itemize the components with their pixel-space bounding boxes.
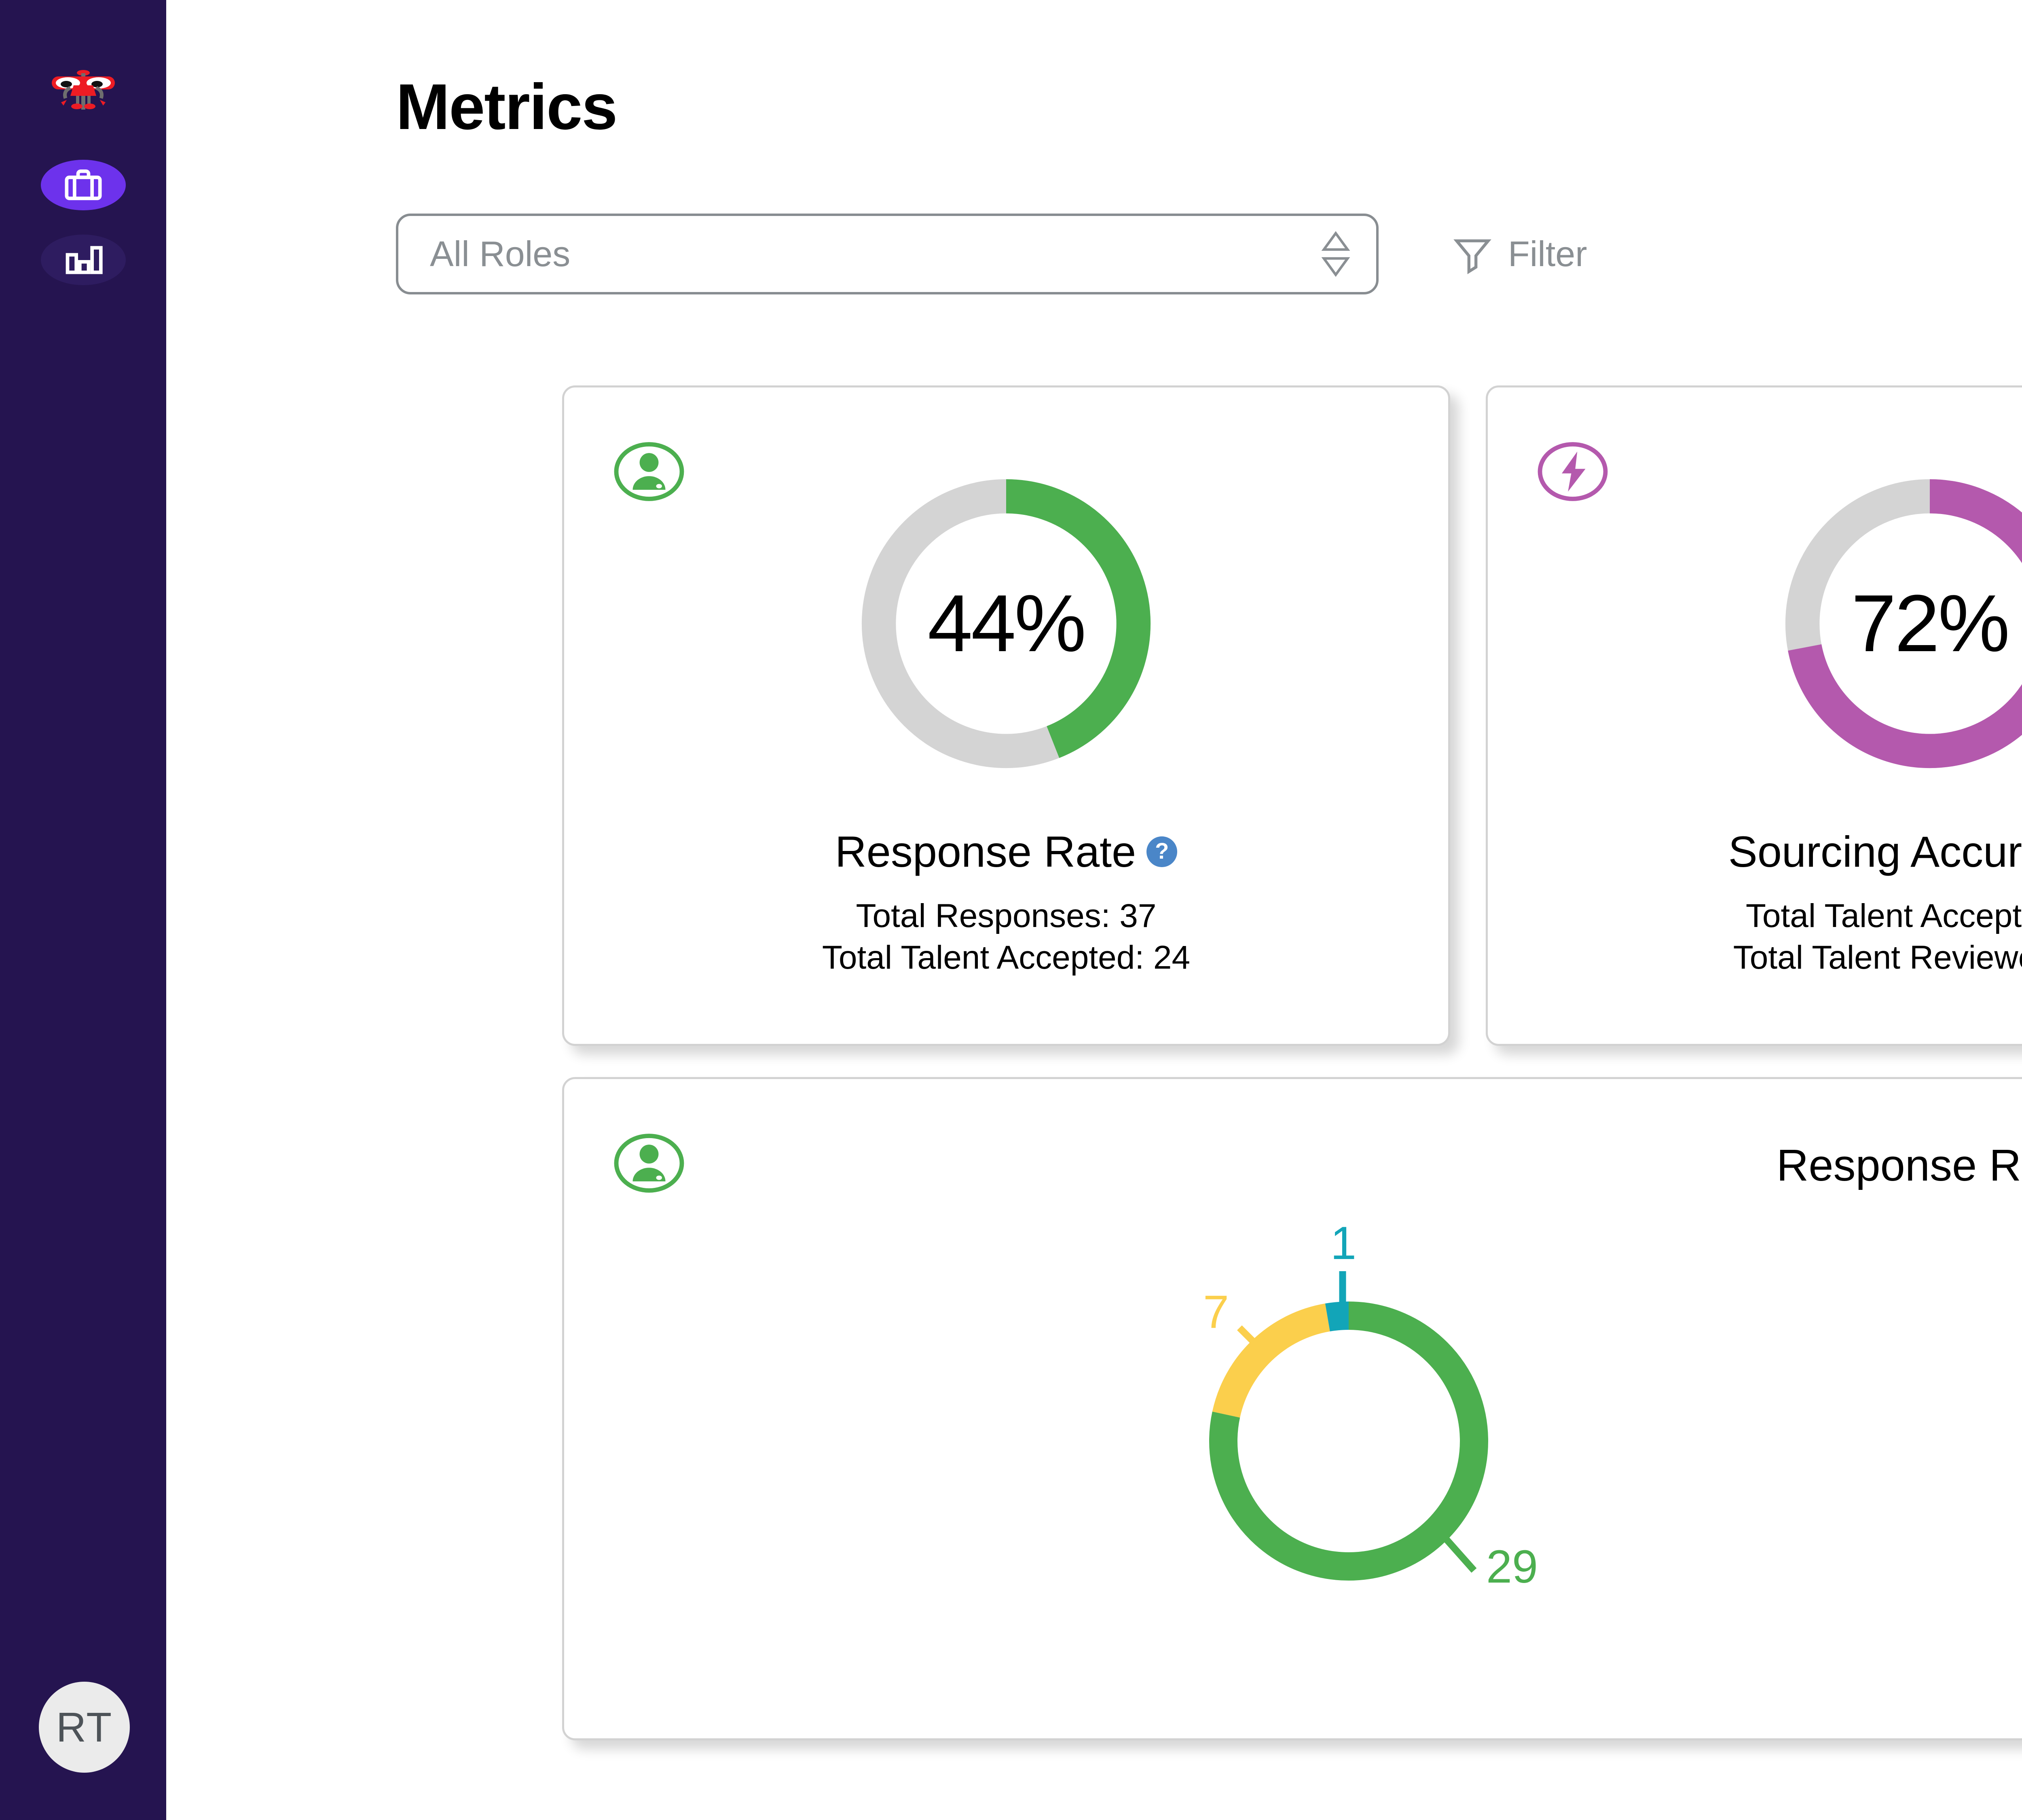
sub-line: Total Responses: 37 [856,897,1157,934]
response-rate-subtext: Total Responses: 37 Total Talent Accepte… [564,895,1448,979]
help-icon[interactable]: ? [1146,836,1178,867]
sidebar: RT [0,0,166,1820]
sourcing-accuracy-subtext: Total Talent Accepted: 24 Total Talent R… [1488,895,2022,979]
card-sourcing-accuracy: 72% Sourcing Accuracy ? Total Talent Acc… [1486,385,2022,1046]
response-rate-pie-chart: 29 7 1 [1066,1182,1632,1627]
card-response-rate-breakdown: Response Rate 29 7 1 Co [562,1077,2022,1740]
page-title: Metrics [396,70,618,143]
pie-leader-line [1237,1325,1267,1355]
pie-value-label: 1 [1330,1217,1356,1269]
response-rate-value: 44% [927,578,1086,669]
lightning-circle-icon [1538,442,1608,501]
pie-leader-line [1439,1532,1477,1573]
pie-value-label: 7 [1203,1286,1229,1338]
funnel-icon [1453,239,1491,274]
briefcase-icon [65,169,102,200]
sourcing-accuracy-title-row: Sourcing Accuracy ? [1488,826,2022,877]
sub-line: Total Talent Accepted: 24 [1745,897,2022,934]
sidebar-item-metrics[interactable] [40,235,126,285]
toolbar: All Roles Filter [396,214,1587,294]
avatar[interactable]: RT [39,1682,130,1773]
filter-label: Filter [1508,234,1587,274]
card-response-rate: 44% Response Rate ? Total Responses: 37 … [562,385,1450,1046]
sourcing-accuracy-title: Sourcing Accuracy [1728,827,2022,876]
chart-title: Response Rate [1776,1141,2022,1190]
sub-line: Total Talent Reviewed: 114 [1733,939,2022,976]
avatar-initials: RT [56,1704,113,1750]
main-content: Metrics All Roles Filter [166,0,2022,1820]
response-rate-title-row: Response Rate ? [564,826,1448,877]
sub-line: Total Talent Accepted: 24 [822,939,1191,976]
sourcing-accuracy-value: 72% [1851,578,2010,669]
response-rate-donut: 44% [564,468,1448,779]
sidebar-item-jobs[interactable] [40,160,126,210]
role-select[interactable]: All Roles [396,214,1379,294]
pie-value-label: 29 [1486,1541,1538,1593]
sourcing-accuracy-donut: 72% [1488,468,2022,779]
response-rate-title: Response Rate [835,827,1136,876]
chevron-up-down-icon [1321,231,1350,277]
person-circle-icon [614,442,684,501]
bar-chart-icon [66,245,103,274]
robot-logo-icon[interactable] [43,59,124,135]
role-select-value: All Roles [430,234,571,274]
person-circle-icon [614,1134,684,1193]
filter-button[interactable]: Filter [1451,233,1587,275]
